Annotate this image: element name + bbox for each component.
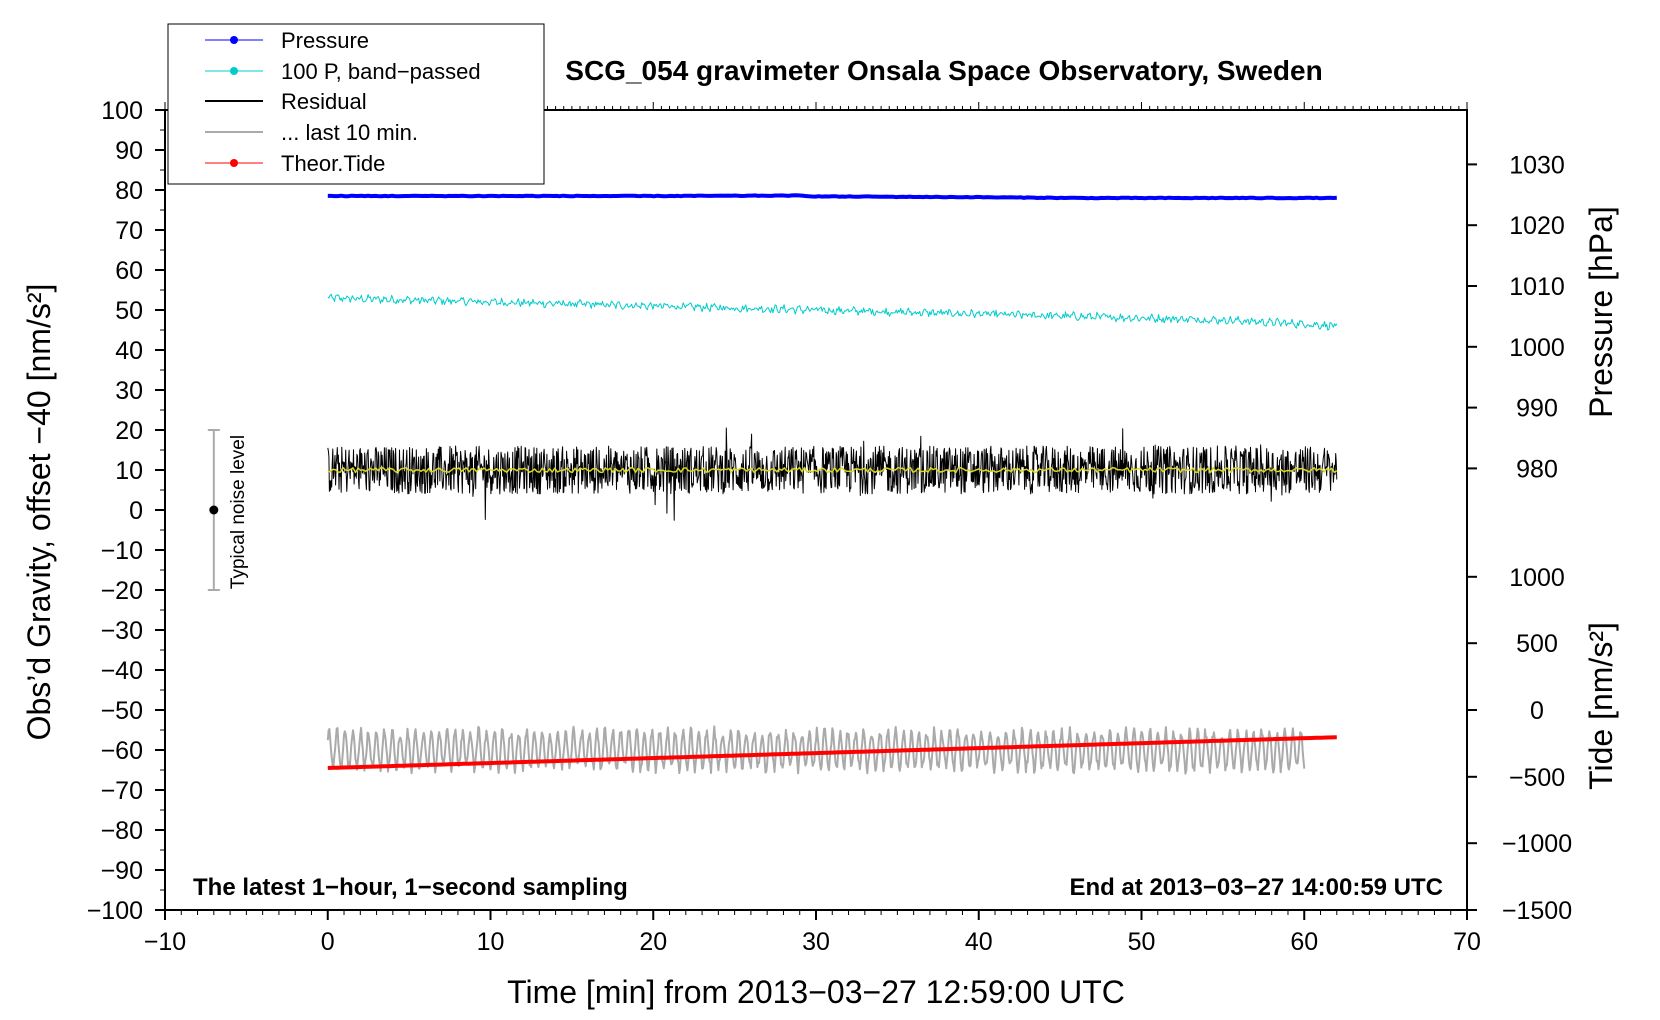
y-tick-label: 100 — [101, 97, 143, 125]
legend-symbol-bandpassed-dot — [230, 67, 238, 75]
y-tick-label: 0 — [129, 497, 143, 525]
y-tick-label: −10 — [101, 537, 143, 565]
y-tick-label: −80 — [101, 817, 143, 845]
tide-tick-label: 1000 — [1509, 564, 1565, 592]
legend-symbol-pressure — [205, 36, 263, 44]
y-tick-label: 10 — [115, 457, 143, 485]
y-tick-label: 40 — [115, 337, 143, 365]
axes: −10 0 10 20 30 40 50 60 70−100−90−80−70−60−50−40… — [87, 97, 1572, 956]
x-axis-title: Time [min] from 2013−03−27 12:59:00 UTC — [507, 974, 1125, 1010]
noise-indicator — [207, 429, 220, 591]
tide-tick-label: 0 — [1530, 697, 1544, 725]
pressure-tick-label: 1020 — [1509, 212, 1565, 240]
x-tick-label: 10 — [477, 928, 505, 956]
legend-label-pressure: Pressure — [281, 28, 369, 53]
x-tick-label: 20 — [639, 928, 667, 956]
plot-background — [165, 110, 1467, 910]
end-time-annotation: End at 2013−03−27 14:00:59 UTC — [1069, 874, 1443, 901]
y-tick-label: 70 — [115, 217, 143, 245]
theoretical-tide-line — [327, 735, 1337, 770]
x-tick-label: 40 — [965, 928, 993, 956]
x-tick-label: 50 — [1128, 928, 1156, 956]
y-tick-label: −30 — [101, 617, 143, 645]
y-tick-label: 30 — [115, 377, 143, 405]
y-tick-label: −40 — [101, 657, 143, 685]
legend-symbol-bandpassed — [205, 67, 263, 75]
sampling-annotation: The latest 1−hour, 1−second sampling — [193, 874, 628, 901]
y-tick-label: −90 — [101, 857, 143, 885]
smoothed-residual-line — [327, 466, 1338, 474]
legend: Pressure 100 P, band−passed Residual ...… — [167, 23, 545, 185]
x-tick-label: −10 — [144, 928, 186, 956]
y-tick-label: −60 — [101, 737, 143, 765]
y-tick-label: 80 — [115, 177, 143, 205]
y-tick-label: 20 — [115, 417, 143, 445]
tide-tick-label: 500 — [1516, 630, 1558, 658]
last-10-min-line — [326, 725, 1306, 775]
legend-symbol-pressure-dot — [230, 36, 238, 44]
x-tick-label: 70 — [1453, 928, 1481, 956]
tide-axis-title: Tide [nm/s²] — [1583, 622, 1619, 790]
noise-center-dot — [209, 505, 219, 515]
chart-title: SCG_054 gravimeter Onsala Space Observat… — [565, 55, 1322, 86]
noise-indicator-label: Typical noise level — [228, 435, 249, 589]
x-tick-label: 60 — [1290, 928, 1318, 956]
legend-label-last-10-min: ... last 10 min. — [281, 120, 418, 145]
bandpassed-pressure-line — [327, 293, 1338, 331]
pressure-tick-label: 990 — [1516, 395, 1558, 423]
y-tick-label: −70 — [101, 777, 143, 805]
x-tick-label: 0 — [321, 928, 335, 956]
x-tick-label: 30 — [802, 928, 830, 956]
y-tick-label: −20 — [101, 577, 143, 605]
tide-tick-label: −1500 — [1502, 897, 1572, 925]
legend-label-bandpassed: 100 P, band−passed — [281, 59, 481, 84]
y-tick-label: 90 — [115, 137, 143, 165]
pressure-tick-label: 980 — [1516, 455, 1558, 483]
pressure-tick-label: 1030 — [1509, 151, 1565, 179]
legend-symbol-theoretical-tide-dot — [230, 159, 238, 167]
pressure-line — [327, 193, 1337, 201]
residual-line — [327, 427, 1338, 521]
legend-label-residual: Residual — [281, 89, 367, 114]
legend-symbol-theoretical-tide — [205, 159, 263, 167]
legend-label-theoretical-tide: Theor.Tide — [281, 151, 385, 176]
y-tick-label: 50 — [115, 297, 143, 325]
pressure-tick-label: 1000 — [1509, 334, 1565, 362]
pressure-axis-title: Pressure [hPa] — [1583, 206, 1619, 418]
y-axis-title: Obs’d Gravity, offset −40 [nm/s²] — [21, 284, 57, 741]
tide-tick-label: −1000 — [1502, 830, 1572, 858]
y-tick-label: 60 — [115, 257, 143, 285]
legend-symbols — [205, 36, 263, 167]
tide-tick-label: −500 — [1509, 764, 1565, 792]
legend-box — [167, 23, 545, 185]
y-tick-label: −100 — [87, 897, 143, 925]
pressure-tick-label: 1010 — [1509, 273, 1565, 301]
plot-area — [326, 193, 1338, 775]
y-tick-label: −50 — [101, 697, 143, 725]
